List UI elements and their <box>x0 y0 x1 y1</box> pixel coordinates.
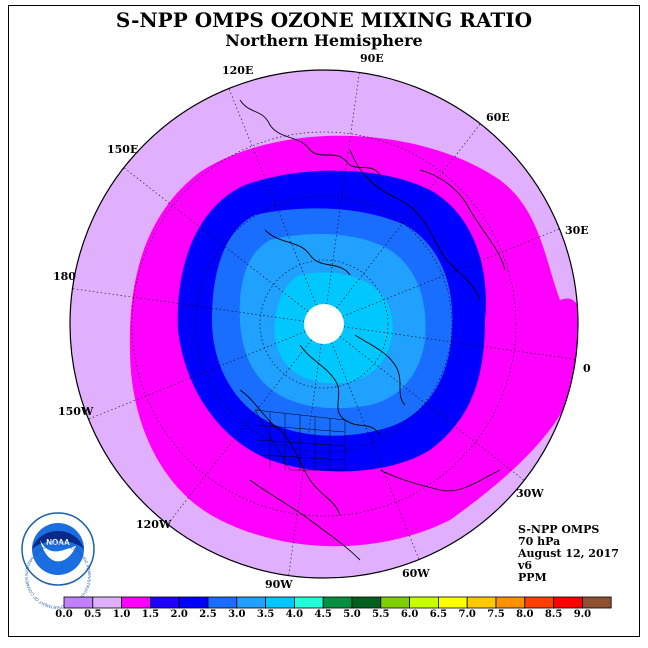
coastlines <box>239 99 506 561</box>
info-date: August 12, 2017 <box>518 547 619 560</box>
colorbar-tick-label: 3.5 <box>256 609 275 620</box>
info-instrument: S-NPP OMPS <box>518 523 600 536</box>
info-units: PPM <box>518 571 547 584</box>
graticule-lines <box>72 72 576 576</box>
meridian-line <box>167 339 312 525</box>
meridian-line <box>336 123 481 309</box>
longitude-label: 60W <box>402 567 430 580</box>
colorbar-tick-label: 2.0 <box>170 609 188 620</box>
info-version: v6 <box>518 559 533 572</box>
meridian-line <box>88 331 306 420</box>
colorbar-tick-label: 3.0 <box>228 609 246 620</box>
colorbar-tick-label: 0.0 <box>55 609 73 620</box>
meridian-line <box>342 228 560 317</box>
longitude-label: 150E <box>107 143 139 156</box>
meridian-line <box>228 88 317 306</box>
longitude-label: 30E <box>565 224 589 237</box>
meridian-line <box>72 288 305 322</box>
map-boundary <box>69 69 579 579</box>
meridian-line <box>339 336 525 481</box>
colorbar-tick-label: 1.0 <box>112 609 131 620</box>
colorbar-tick-label: 5.0 <box>343 609 361 620</box>
colorbar-tick-label: 4.5 <box>314 609 332 620</box>
colorbar-tick-label: 8.0 <box>516 609 534 620</box>
colorbar-tick-label: 6.0 <box>400 609 419 620</box>
longitude-label: 90W <box>265 578 293 591</box>
colorbar-tick-label: 1.5 <box>141 609 160 620</box>
meridian-line <box>331 342 420 560</box>
colorbar-tick-label: 9.0 <box>573 609 592 620</box>
longitude-label: 120W <box>136 518 172 531</box>
info-level: 70 hPa <box>518 535 561 548</box>
colorbar-tick-label: 2.5 <box>199 609 217 620</box>
longitude-label: 150W <box>58 405 94 418</box>
parallel-circle <box>195 195 453 453</box>
meridian-line <box>123 167 309 312</box>
meridian-line <box>343 326 576 360</box>
colorbar-tick-label: 7.5 <box>487 609 505 620</box>
figure-frame <box>8 5 640 637</box>
north-pole-no-data <box>304 304 344 344</box>
colorbar-tick-label: 6.5 <box>429 609 448 620</box>
map-title: S-NPP OMPS OZONE MIXING RATIO <box>115 8 533 32</box>
longitude-label: 120E <box>222 64 254 77</box>
map-subtitle: Northern Hemisphere <box>225 31 423 50</box>
longitude-label: 90E <box>360 52 384 65</box>
longitude-label: 180 <box>53 270 76 283</box>
longitude-label: 30W <box>516 487 544 500</box>
longitude-label: 60E <box>486 111 510 124</box>
meridian-line <box>326 72 360 305</box>
colorbar-tick-label: 4.0 <box>285 609 304 620</box>
parallel-circle <box>259 259 389 389</box>
colorbar-tick-label: 5.5 <box>372 609 390 620</box>
map-info: S-NPP OMPS 70 hPa August 12, 2017 v6 PPM <box>518 524 619 584</box>
parallel-circle <box>131 131 517 517</box>
colorbar-tick-label: 8.5 <box>544 609 563 620</box>
meridian-line <box>288 343 322 576</box>
colorbar-tick-label: 0.5 <box>84 609 102 620</box>
colorbar-tick-label: 7.0 <box>458 609 476 620</box>
longitude-label: 0 <box>583 362 591 375</box>
